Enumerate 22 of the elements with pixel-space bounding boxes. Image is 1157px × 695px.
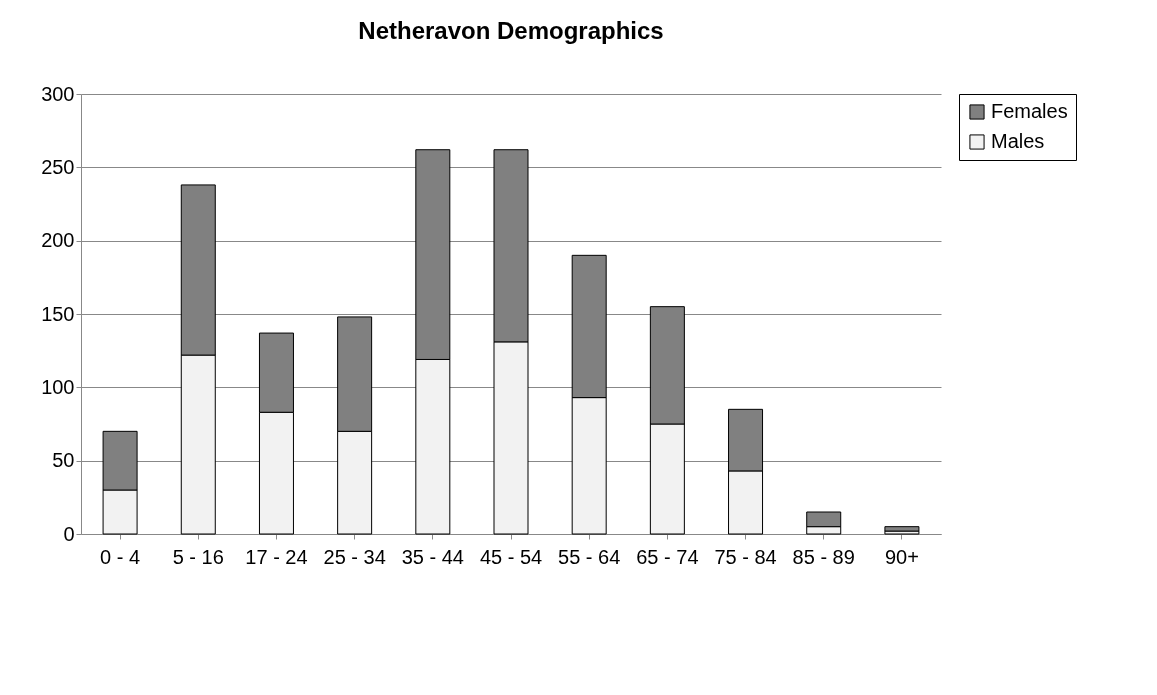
legend-label: Females <box>991 100 1068 122</box>
legend-label: Males <box>991 130 1045 152</box>
bar <box>884 526 920 532</box>
y-tick-label: 200 <box>41 229 75 252</box>
x-tick-label: 35 - 44 <box>401 545 464 568</box>
y-tick-label: 50 <box>52 449 75 472</box>
y-tick-label: 0 <box>63 522 75 545</box>
y-tick-label: 150 <box>41 302 75 325</box>
x-tick-label: 85 - 89 <box>792 545 855 568</box>
x-tick-label: 5 - 16 <box>172 545 224 568</box>
y-tick-label: 100 <box>41 375 75 398</box>
x-tick-label: 45 - 54 <box>479 545 543 568</box>
x-tick-label: 55 - 64 <box>558 545 621 568</box>
chart-title: Netheravon Demographics <box>358 17 664 44</box>
x-tick-label: 17 - 24 <box>245 545 308 568</box>
y-tick-label: 300 <box>41 82 75 105</box>
x-tick-label: 0 - 4 <box>100 545 141 568</box>
y-tick-label: 250 <box>41 155 75 178</box>
x-tick-label: 25 - 34 <box>323 545 386 568</box>
x-tick-label: 90+ <box>884 545 919 568</box>
x-tick-label: 65 - 74 <box>636 545 699 568</box>
x-tick-label: 75 - 84 <box>714 545 777 568</box>
